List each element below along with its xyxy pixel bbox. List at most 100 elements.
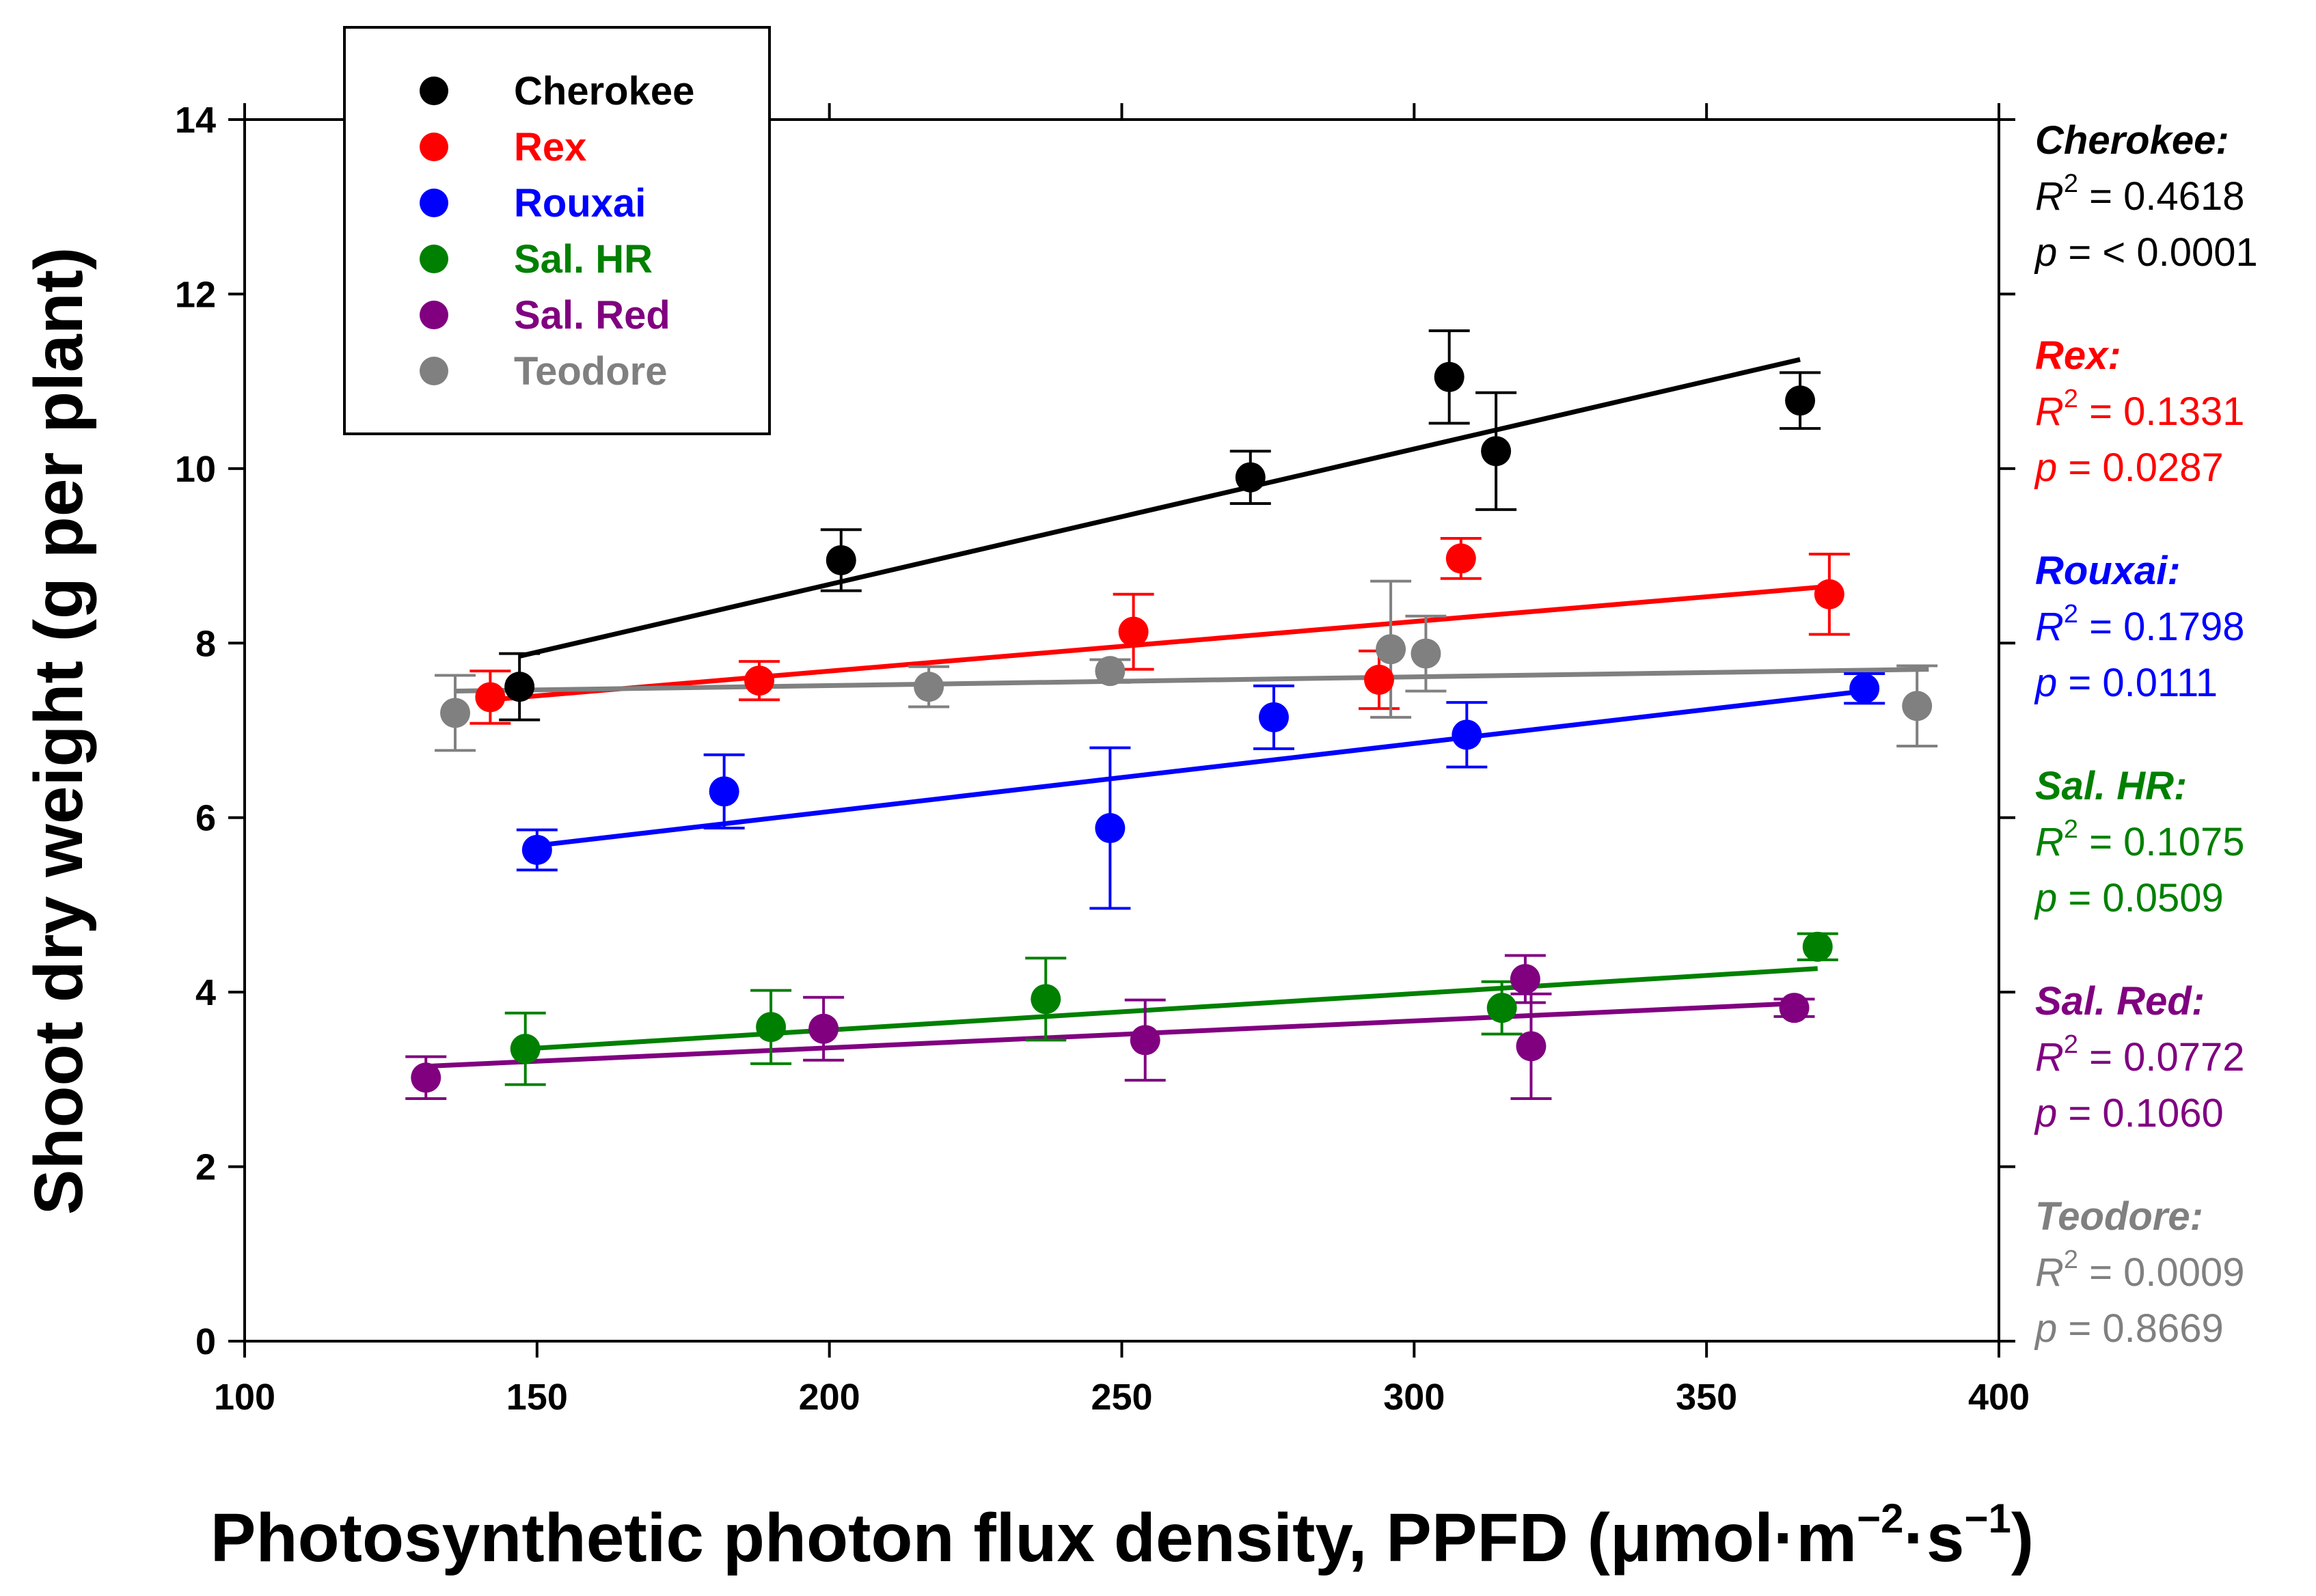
stat-p-symbol: p xyxy=(2034,876,2057,920)
data-point xyxy=(1481,436,1512,467)
y-tick-label: 6 xyxy=(195,798,216,839)
data-point xyxy=(1814,579,1844,609)
data-point xyxy=(411,1062,441,1093)
data-point xyxy=(1095,656,1126,687)
stat-r2: R2 = 0.1798 xyxy=(2035,600,2245,649)
data-point xyxy=(756,1012,787,1043)
stat-series-name: Rouxai: xyxy=(2035,549,2181,593)
stat-series-name: Cherokee: xyxy=(2035,118,2229,163)
x-axis-title-sup2: −1 xyxy=(1964,1496,2011,1541)
stat-r2-value: = 0.1075 xyxy=(2078,820,2245,864)
data-point xyxy=(1445,543,1476,574)
legend-label: Rex xyxy=(514,125,586,169)
fit-line xyxy=(536,689,1865,849)
stat-r-exponent: 2 xyxy=(2064,1030,2078,1059)
x-tick-label: 100 xyxy=(214,1377,275,1418)
x-tick-label: 300 xyxy=(1383,1377,1445,1418)
legend-label: Sal. Red xyxy=(514,293,670,338)
stat-p: p = 0.0111 xyxy=(2034,661,2218,705)
data-point xyxy=(1779,993,1810,1023)
data-points xyxy=(411,361,1933,1093)
y-axis: 0 2 4 6 8 10 12 14 xyxy=(175,100,2015,1362)
stat-p-value: = 0.8669 xyxy=(2057,1306,2224,1351)
stat-r2-value: = 0.0009 xyxy=(2078,1250,2245,1295)
data-point xyxy=(1434,361,1464,392)
legend-label: Rouxai xyxy=(514,181,646,225)
legend-marker xyxy=(420,245,448,273)
stat-r-exponent: 2 xyxy=(2064,600,2078,629)
stat-p: p = 0.8669 xyxy=(2034,1306,2224,1351)
y-tick-label: 14 xyxy=(175,100,216,141)
data-point xyxy=(709,776,739,807)
stat-r2-value: = 0.1331 xyxy=(2078,389,2245,434)
stat-p: p = 0.0509 xyxy=(2034,876,2224,920)
y-tick-label: 10 xyxy=(175,449,216,490)
stat-p-value: = 0.1060 xyxy=(2057,1091,2224,1136)
legend-marker xyxy=(420,133,448,161)
stat-r-symbol: R xyxy=(2035,820,2064,864)
legend-box xyxy=(343,26,771,435)
data-point xyxy=(1486,993,1517,1023)
legend-label: Sal. HR xyxy=(514,237,653,281)
y-tick-label: 0 xyxy=(195,1321,216,1362)
fit-lines xyxy=(426,357,1929,1069)
stat-r2: R2 = 0.4618 xyxy=(2035,169,2245,219)
data-point xyxy=(1452,719,1482,750)
x-axis-title-sup1: −2 xyxy=(1857,1496,1903,1541)
data-point xyxy=(744,665,774,696)
legend-marker xyxy=(420,357,448,385)
data-point xyxy=(1849,673,1880,704)
data-point xyxy=(440,698,471,728)
stat-r-exponent: 2 xyxy=(2064,385,2078,413)
data-point xyxy=(510,1034,541,1064)
data-point xyxy=(521,834,552,865)
x-axis-title: Photosynthetic photon flux density, PPFD… xyxy=(210,1496,2034,1576)
data-point xyxy=(1031,984,1061,1015)
stat-p-symbol: p xyxy=(2034,230,2057,275)
stat-r2-value: = 0.4618 xyxy=(2078,174,2245,219)
stat-series-name: Sal. Red: xyxy=(2035,979,2205,1023)
stat-p: p = 0.1060 xyxy=(2034,1091,2224,1136)
y-tick-label: 4 xyxy=(195,972,216,1013)
stat-r2: R2 = 0.1331 xyxy=(2035,385,2245,434)
legend-marker xyxy=(420,301,448,329)
stat-r-exponent: 2 xyxy=(2064,1246,2078,1274)
data-point xyxy=(1785,385,1816,416)
x-axis: 100 150 200 250 300 350 400 xyxy=(214,103,2030,1418)
fit-line xyxy=(454,667,1929,694)
stat-r-symbol: R xyxy=(2035,1035,2064,1079)
stat-r-exponent: 2 xyxy=(2064,815,2078,844)
data-point xyxy=(1376,634,1406,665)
data-point xyxy=(1095,813,1126,844)
data-point xyxy=(1510,963,1540,994)
stat-series-name: Rex: xyxy=(2035,333,2121,378)
stat-p-symbol: p xyxy=(2034,661,2057,705)
data-point xyxy=(504,672,535,702)
stat-r-symbol: R xyxy=(2035,174,2064,219)
legend-label: Cherokee xyxy=(514,69,694,113)
stat-r-symbol: R xyxy=(2035,389,2064,434)
stat-r2: R2 = 0.0772 xyxy=(2035,1030,2245,1079)
stat-r-symbol: R xyxy=(2035,1250,2064,1295)
y-tick-label: 8 xyxy=(195,623,216,664)
data-point xyxy=(808,1013,839,1044)
fit-line xyxy=(519,357,1801,659)
stat-r2: R2 = 0.0009 xyxy=(2035,1246,2245,1295)
stat-r2-value: = 0.0772 xyxy=(2078,1035,2245,1079)
legend: Cherokee Rex Rouxai Sal. HR Sal. Red Teodore xyxy=(343,26,771,435)
stat-p-symbol: p xyxy=(2034,1306,2057,1351)
x-tick-label: 150 xyxy=(506,1377,568,1418)
stat-p-symbol: p xyxy=(2034,1091,2057,1136)
x-axis-title-unit: μmol·m xyxy=(1610,1500,1857,1576)
data-point xyxy=(1516,1031,1547,1062)
fit-line xyxy=(490,583,1830,702)
y-axis-title: Shoot dry weight (g per plant) xyxy=(21,247,97,1215)
data-point xyxy=(1130,1025,1160,1056)
data-point xyxy=(1235,462,1266,493)
data-point xyxy=(1802,931,1833,962)
stat-r2: R2 = 0.1075 xyxy=(2035,815,2245,864)
legend-marker xyxy=(420,189,448,217)
stat-series-name: Teodore: xyxy=(2035,1194,2203,1239)
